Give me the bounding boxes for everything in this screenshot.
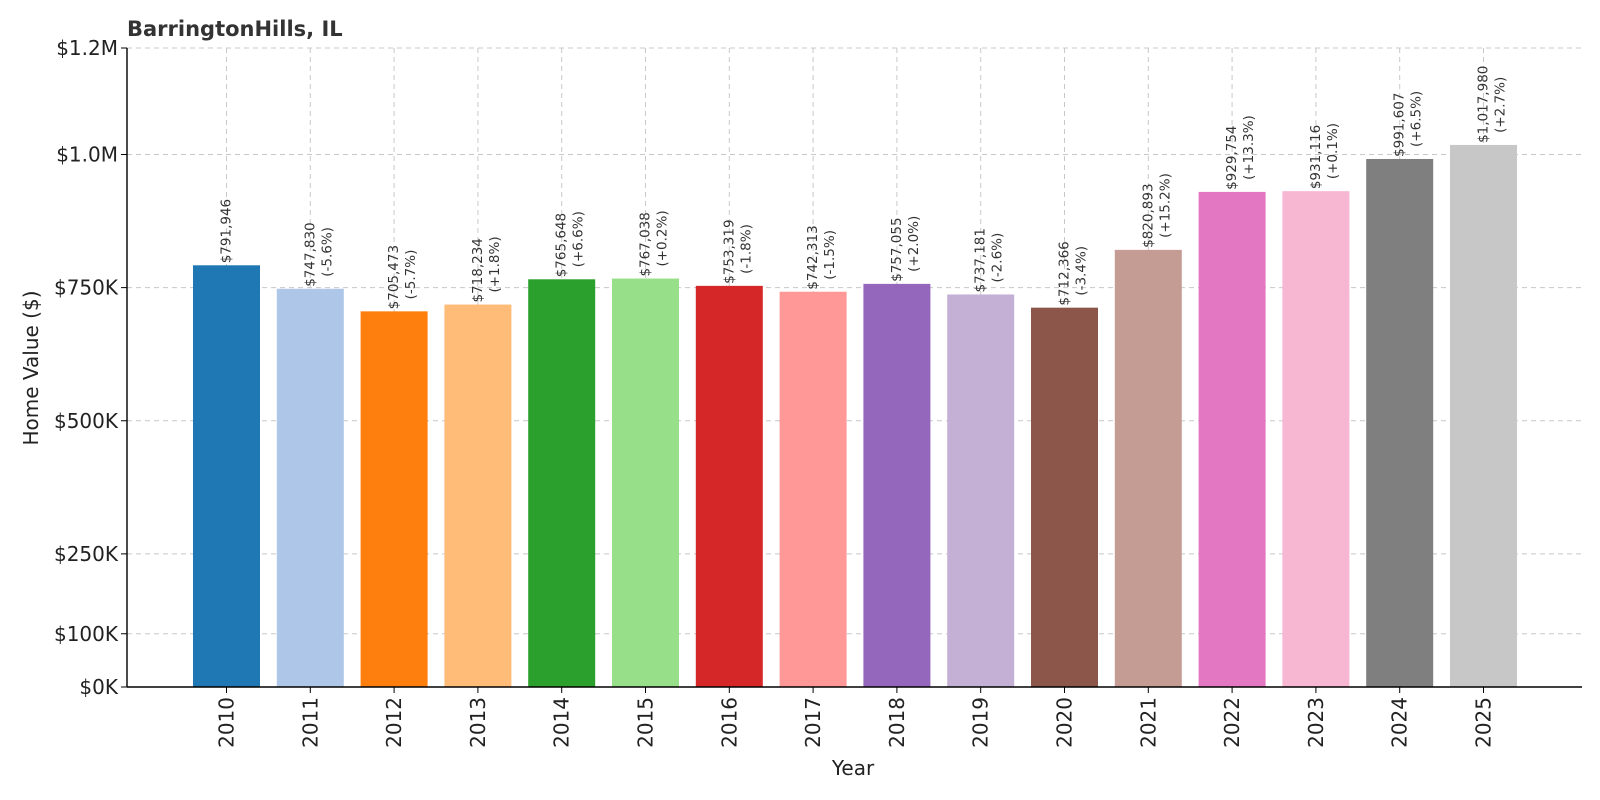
x-tick-label-2016: 2016 — [717, 697, 741, 748]
bars — [193, 144, 1517, 688]
x-tick-label-2012: 2012 — [382, 697, 406, 748]
change-label-2022: (+13.3%) — [1241, 115, 1257, 180]
bar-2021 — [1114, 249, 1182, 687]
value-label-2024: $991,607 — [1392, 93, 1408, 157]
y-tick-label: $750K — [54, 276, 119, 300]
change-label-2024: (+6.5%) — [1409, 91, 1425, 147]
change-label-2020: (-3.4%) — [1074, 246, 1090, 296]
x-tick-label-2013: 2013 — [466, 697, 490, 748]
change-label-2023: (+0.1%) — [1325, 123, 1341, 179]
change-label-2018: (+2.0%) — [906, 216, 922, 272]
change-label-2012: (-5.7%) — [403, 250, 419, 300]
chart-title: BarringtonHills, IL — [127, 17, 343, 41]
change-label-2025: (+2.7%) — [1493, 77, 1509, 133]
y-tick-label: $0K — [79, 675, 118, 699]
bar-2018 — [863, 283, 931, 687]
value-label-2011: $747,830 — [302, 222, 318, 286]
change-label-2016: (-1.8%) — [738, 224, 754, 274]
x-tick-label-2024: 2024 — [1388, 697, 1412, 748]
y-tick-label: $1.0M — [56, 143, 118, 167]
value-label-2018: $757,055 — [889, 217, 905, 281]
x-tick-label-2020: 2020 — [1053, 697, 1077, 748]
value-label-2010: $791,946 — [219, 199, 235, 263]
value-label-2013: $718,234 — [470, 238, 486, 302]
y-tick-label: $1.2M — [56, 36, 118, 60]
bar-2014 — [528, 279, 596, 687]
y-tick-label: $500K — [54, 409, 119, 433]
value-label-2022: $929,754 — [1224, 125, 1240, 189]
change-label-2021: (+15.2%) — [1157, 173, 1173, 238]
bar-2010 — [193, 265, 260, 687]
bar-2015 — [612, 278, 679, 687]
value-label-2016: $753,319 — [721, 219, 737, 283]
change-label-2017: (-1.5%) — [822, 230, 838, 280]
y-tick-label: $250K — [54, 542, 119, 566]
value-label-2023: $931,116 — [1308, 125, 1324, 189]
grid — [127, 47, 1582, 688]
x-tick-label-2014: 2014 — [550, 697, 574, 748]
bar-2024 — [1366, 158, 1434, 688]
axes: $0K $100K $250K $500K $750K $1.0M $1.2M 2010 201… — [54, 36, 1582, 748]
bar-2017 — [779, 291, 847, 687]
x-tick-label-2023: 2023 — [1304, 697, 1328, 748]
x-tick-label-2022: 2022 — [1220, 697, 1244, 748]
change-label-2019: (-2.6%) — [990, 233, 1006, 283]
bar-2022 — [1198, 191, 1266, 687]
data-labels: $791,946 $747,830 (-5.6%) $705,473 (-5.7%) $7… — [219, 66, 1509, 310]
value-label-2014: $765,648 — [554, 213, 570, 277]
bar-2012 — [360, 311, 428, 687]
bar-2025 — [1450, 144, 1517, 687]
x-tick-label-2018: 2018 — [885, 697, 909, 748]
x-axis-label: Year — [831, 756, 875, 780]
y-axis-label: Home Value ($) — [19, 290, 43, 445]
bar-2020 — [1031, 307, 1098, 687]
bar-2016 — [695, 285, 763, 687]
value-label-2017: $742,313 — [805, 225, 821, 289]
x-tick-label-2017: 2017 — [801, 697, 825, 748]
value-label-2019: $737,181 — [973, 228, 989, 292]
value-label-2015: $767,038 — [638, 212, 654, 276]
change-label-2011: (-5.6%) — [319, 227, 335, 277]
change-label-2015: (+0.2%) — [655, 210, 671, 266]
value-label-2020: $712,366 — [1057, 241, 1073, 305]
x-tick-label-2010: 2010 — [215, 697, 239, 748]
x-tick-label-2019: 2019 — [969, 697, 993, 748]
value-label-2012: $705,473 — [386, 245, 402, 309]
x-tick-label-2025: 2025 — [1472, 697, 1496, 748]
y-tick-label: $100K — [54, 622, 119, 646]
x-tick-label-2015: 2015 — [634, 697, 658, 748]
x-tick-label-2011: 2011 — [298, 697, 322, 748]
bar-2011 — [276, 288, 344, 687]
x-tick-label-2021: 2021 — [1136, 697, 1160, 748]
value-label-2021: $820,893 — [1140, 183, 1156, 247]
change-label-2013: (+1.8%) — [487, 236, 503, 292]
bar-2023 — [1282, 191, 1350, 687]
change-label-2014: (+6.6%) — [571, 211, 587, 267]
bar-2019 — [947, 294, 1015, 687]
value-label-2025: $1,017,980 — [1476, 66, 1492, 143]
bar-2013 — [444, 304, 512, 687]
